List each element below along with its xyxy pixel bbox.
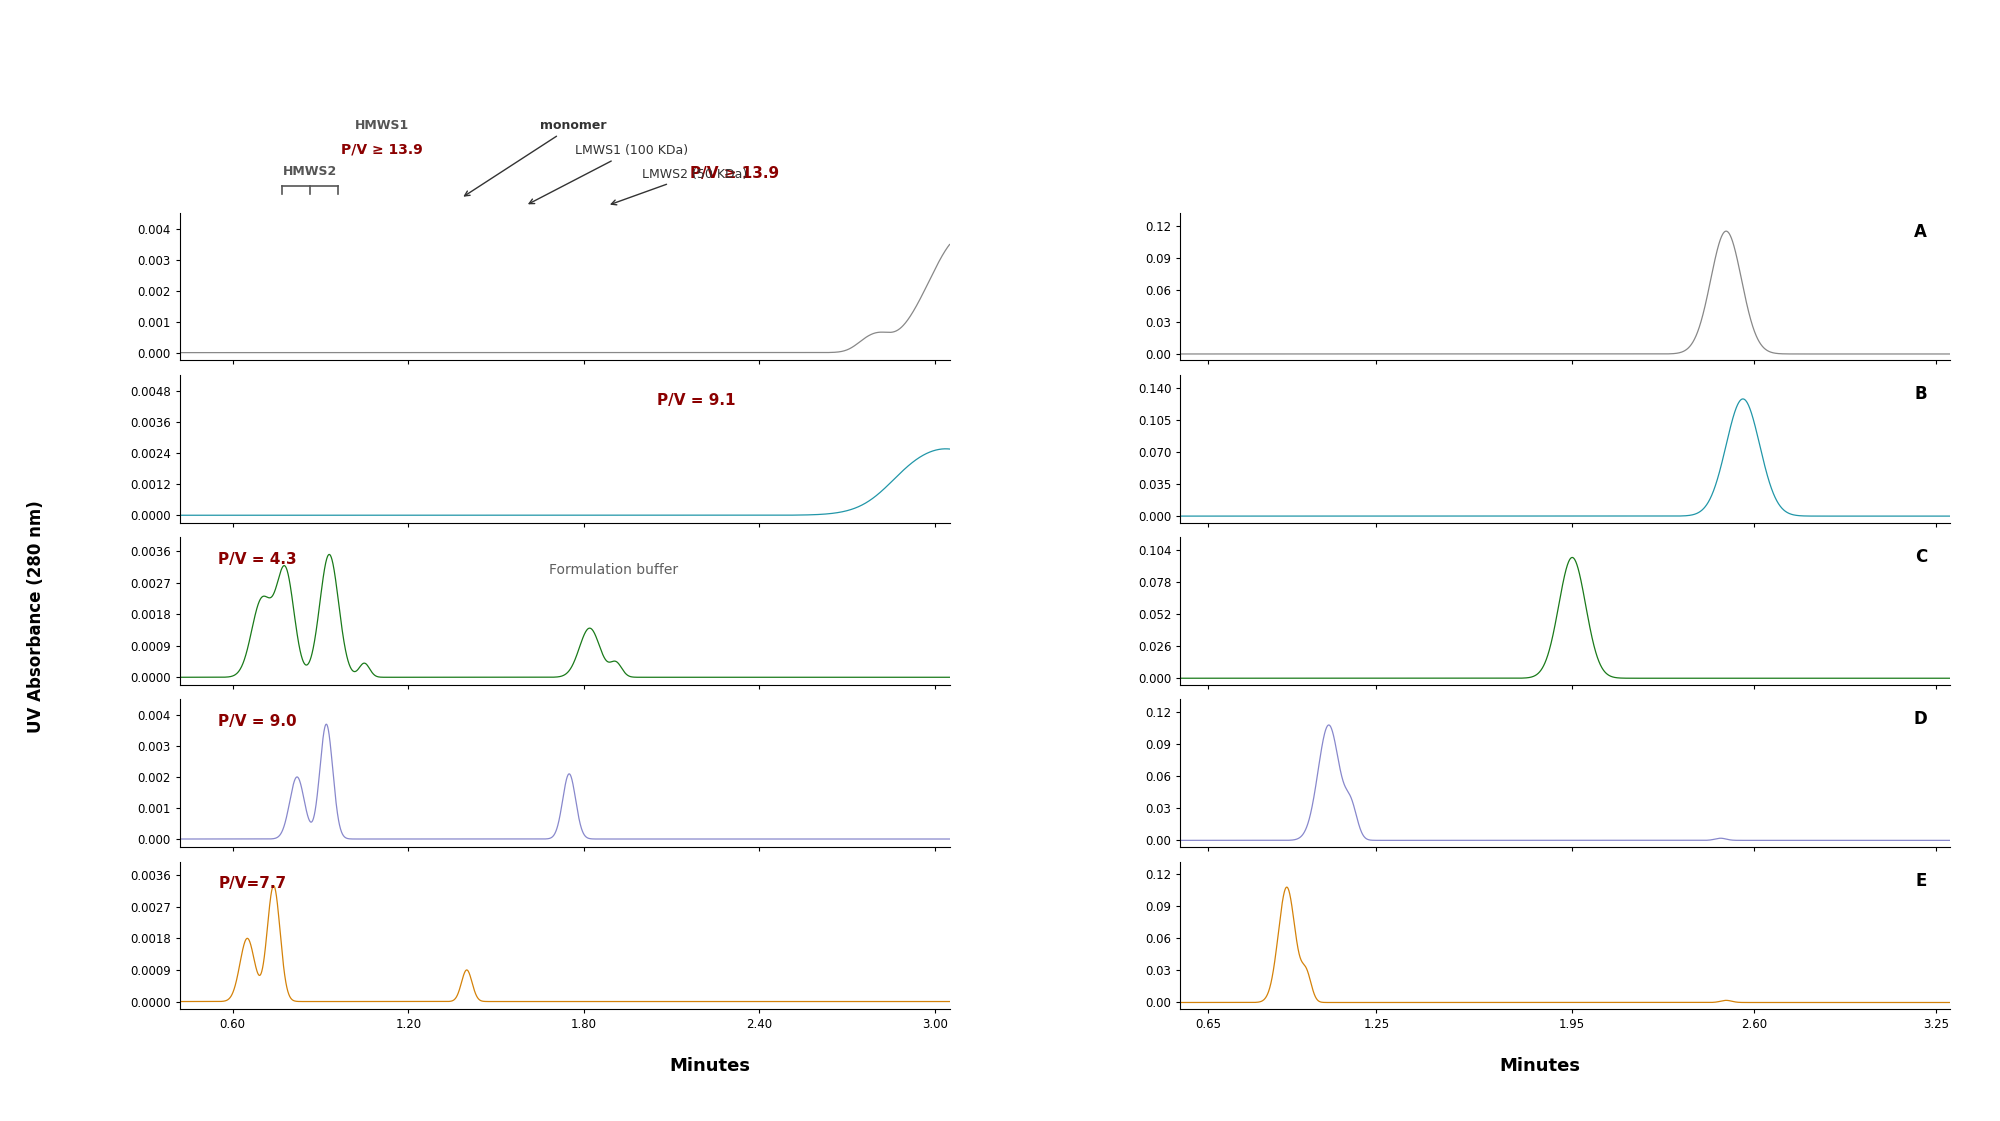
Text: monomer: monomer <box>464 119 606 196</box>
Text: P/V=7.7: P/V=7.7 <box>218 876 286 891</box>
Text: D: D <box>1914 710 1926 728</box>
Text: Minutes: Minutes <box>670 1057 750 1075</box>
Text: C: C <box>1914 547 1926 566</box>
Text: HMWS2: HMWS2 <box>284 165 338 177</box>
Text: LMWS1 (100 KDa): LMWS1 (100 KDa) <box>530 143 688 204</box>
Text: E: E <box>1916 872 1926 890</box>
Text: P/V = 9.1: P/V = 9.1 <box>658 392 736 408</box>
Text: Minutes: Minutes <box>1500 1057 1580 1075</box>
Text: P/V = 4.3: P/V = 4.3 <box>218 552 298 567</box>
Text: B: B <box>1914 386 1926 404</box>
Text: P/V ≥ 13.9: P/V ≥ 13.9 <box>342 143 422 157</box>
Text: Formulation buffer: Formulation buffer <box>550 563 678 577</box>
Text: LMWS2 (50 KDa): LMWS2 (50 KDa) <box>612 167 748 205</box>
Text: P/V ≥ 13.9: P/V ≥ 13.9 <box>690 166 778 180</box>
Text: P/V = 9.0: P/V = 9.0 <box>218 714 298 729</box>
Text: HMWS1: HMWS1 <box>354 119 410 132</box>
Text: UV Absorbance (280 nm): UV Absorbance (280 nm) <box>26 500 46 733</box>
Text: A: A <box>1914 223 1926 241</box>
